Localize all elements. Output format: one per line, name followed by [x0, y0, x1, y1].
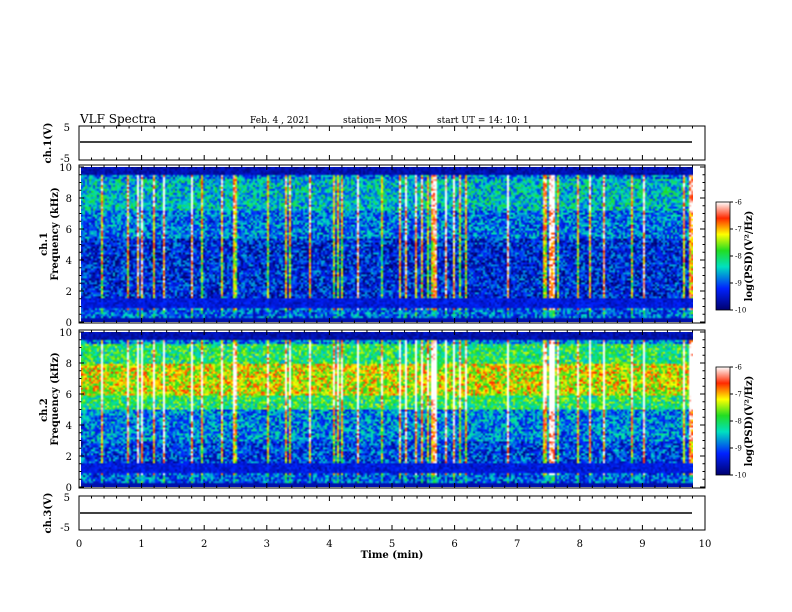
colorbar-tick-label: -6 — [735, 199, 742, 207]
y-tick-label: 2 — [66, 452, 72, 463]
x-tick-label: 6 — [451, 539, 457, 550]
x-tick-label: 5 — [389, 539, 395, 550]
spectrogram-ch1-ylabel-top: ch.1 — [39, 232, 50, 256]
x-tick-label: 4 — [326, 539, 332, 550]
colorbar-tick-label: -10 — [735, 472, 746, 480]
colorbar-tick-label: -8 — [735, 418, 742, 426]
spectrogram-ch1-ylabel: Frequency (kHz) — [50, 187, 61, 280]
spectrogram-ch2-ylabel-top: ch.2 — [39, 398, 50, 422]
y-tick-label: 8 — [66, 194, 72, 205]
y-tick-label: 0 — [66, 318, 72, 329]
figure-title: VLF Spectra — [79, 112, 156, 126]
colorbar-ch1-gradient — [715, 201, 731, 311]
colorbar-tick-label: -9 — [735, 280, 742, 288]
colorbar-tick-label: -8 — [735, 253, 742, 261]
colorbar-ch2-gradient — [715, 366, 731, 476]
start-time-label: start UT = 14: 10: 1 — [437, 116, 529, 126]
spectrogram-ch1-heatmap — [81, 167, 693, 322]
x-axis-title: Time (min) — [361, 550, 424, 561]
waveform-ch3-ytick-bottom: -5 — [60, 523, 70, 534]
y-tick-label: 2 — [66, 287, 72, 298]
colorbar-tick-label: -7 — [735, 226, 742, 234]
y-tick-label: 10 — [59, 163, 72, 174]
spectrogram-ch2-heatmap — [81, 332, 693, 487]
date-label: Feb. 4 , 2021 — [250, 116, 310, 126]
colorbar-ch1-label: log(PSD)(V²/Hz) — [744, 211, 755, 302]
colorbar-ch2-label: log(PSD)(V²/Hz) — [744, 376, 755, 467]
x-tick-label: 7 — [514, 539, 520, 550]
y-tick-label: 4 — [66, 256, 72, 267]
y-tick-label: 8 — [66, 359, 72, 370]
colorbar-tick-label: -7 — [735, 391, 742, 399]
colorbar-tick-label: -6 — [735, 364, 742, 372]
waveform-ch3-ytick-top: 5 — [64, 493, 70, 504]
waveform-ch1-ylabel: ch.1(V) — [43, 122, 54, 163]
waveform-ch1-ytick-top: 5 — [64, 123, 70, 134]
x-tick-label: 3 — [264, 539, 270, 550]
y-tick-label: 10 — [59, 328, 72, 339]
colorbar-tick-label: -9 — [735, 445, 742, 453]
y-tick-label: 6 — [66, 390, 72, 401]
spectrogram-ch2-ylabel: Frequency (kHz) — [50, 352, 61, 445]
colorbar-ticks: -6 -7 -8 -9 -10 -6 -7 -8 -9 -10 — [730, 199, 746, 480]
station-label: station= MOS — [343, 116, 407, 126]
waveform-ch1-ytick-bottom: -5 — [60, 154, 70, 165]
x-tick-label: 2 — [201, 539, 207, 550]
x-tick-label: 1 — [138, 539, 144, 550]
colorbar-tick-label: -10 — [735, 307, 746, 315]
x-tick-label: 8 — [577, 539, 583, 550]
y-tick-label: 4 — [66, 421, 72, 432]
x-tick-label: 0 — [76, 539, 82, 550]
x-tick-label: 9 — [639, 539, 645, 550]
x-tick-label: 10 — [699, 539, 712, 550]
y-tick-label: 0 — [66, 483, 72, 494]
colorbar-ch1: log(PSD)(V²/Hz) — [715, 201, 755, 311]
waveform-ch1-frame — [78, 125, 706, 161]
waveform-ch3-ylabel: ch.3(V) — [43, 492, 54, 533]
y-tick-label: 6 — [66, 225, 72, 236]
